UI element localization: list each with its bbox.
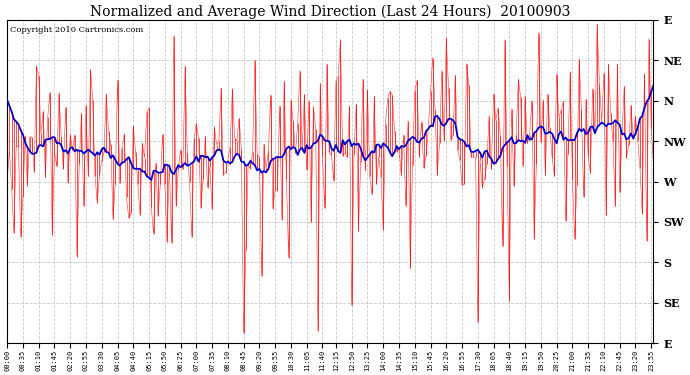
Title: Normalized and Average Wind Direction (Last 24 Hours)  20100903: Normalized and Average Wind Direction (L… xyxy=(90,4,571,18)
Text: Copyright 2010 Cartronics.com: Copyright 2010 Cartronics.com xyxy=(10,26,144,34)
